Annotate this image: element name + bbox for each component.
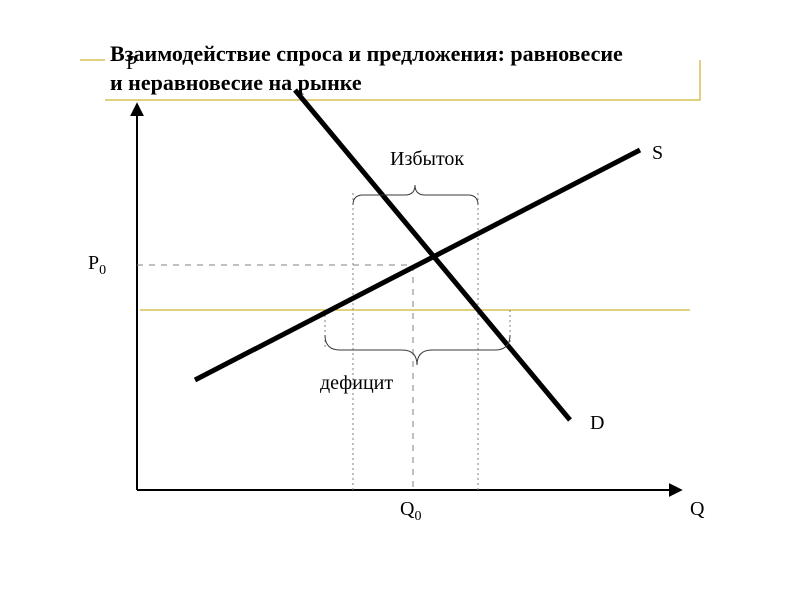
label-shortage: дефицит xyxy=(320,372,393,395)
label-q: Q xyxy=(690,498,704,521)
label-p0-sub: 0 xyxy=(99,263,106,278)
label-q0-main: Q xyxy=(400,498,414,520)
label-d: D xyxy=(590,412,604,435)
label-p0: P0 xyxy=(88,252,106,279)
label-p: P xyxy=(126,52,137,75)
decor-title-underline xyxy=(105,60,700,100)
page: Взаимодействие спроса и предложения: рав… xyxy=(0,0,800,600)
demand-line xyxy=(295,90,570,420)
label-surplus: Избыток xyxy=(390,148,464,171)
label-q0-sub: 0 xyxy=(414,509,421,524)
label-s: S xyxy=(652,142,663,165)
surplus-brace xyxy=(353,185,478,205)
label-q0: Q0 xyxy=(400,498,421,525)
label-p0-main: P xyxy=(88,252,99,274)
